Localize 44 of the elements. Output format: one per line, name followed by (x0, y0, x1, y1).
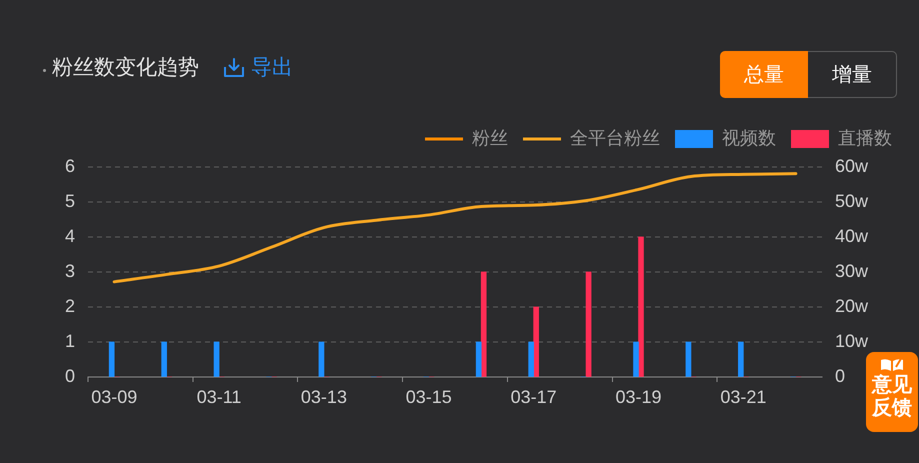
y2-tick-label: 0 (835, 366, 846, 386)
x-tick-label: 03-11 (196, 386, 242, 407)
bar (586, 272, 592, 377)
bar (528, 342, 534, 377)
x-tick-label: 03-15 (406, 386, 452, 407)
x-tick-label: 03-19 (615, 386, 662, 407)
y2-tick-label: 50w (835, 190, 870, 211)
bar (161, 342, 167, 377)
y2-tick-label: 40w (835, 226, 870, 246)
y2-tick-label: 20w (835, 296, 870, 316)
y-tick-label: 6 (64, 156, 75, 176)
bar (533, 306, 539, 377)
y-tick-label: 4 (64, 226, 75, 246)
y-tick-label: 5 (64, 190, 75, 211)
x-tick-label: 03-13 (300, 386, 347, 407)
line-series (112, 172, 798, 284)
bar (738, 342, 744, 377)
legend-label: 视频数 (722, 128, 776, 148)
bar (480, 272, 487, 377)
toggle-button[interactable]: 总量 (720, 51, 808, 98)
legend-label: 全平台粉丝 (570, 128, 660, 148)
bar (108, 342, 115, 377)
bar (686, 342, 692, 377)
x-tick-label: 03-21 (720, 386, 766, 407)
x-tick-label: 03-09 (91, 386, 138, 407)
legend-label: 直播数 (838, 128, 892, 148)
bar (638, 236, 644, 377)
y2-tick-label: 10w (835, 330, 870, 351)
x-tick-label: 03-17 (510, 386, 557, 407)
y-tick-label: 2 (64, 296, 75, 316)
y-tick-label: 0 (64, 366, 75, 386)
bar (633, 342, 639, 377)
export-button[interactable]: 导出 (223, 55, 293, 81)
bar (318, 342, 324, 377)
y2-tick-label: 30w (835, 260, 870, 281)
legend-label: 粉丝 (472, 128, 508, 148)
y-tick-label: 1 (64, 330, 75, 351)
toggle-button[interactable]: 增量 (808, 51, 897, 98)
bar (214, 342, 220, 377)
y-tick-label: 3 (64, 260, 75, 281)
chart-title: 粉丝数变化趋势 (52, 55, 199, 81)
y2-tick-label: 60w (835, 156, 870, 176)
bar (476, 342, 482, 377)
feedback-button[interactable]: 意见反馈 (866, 352, 918, 432)
